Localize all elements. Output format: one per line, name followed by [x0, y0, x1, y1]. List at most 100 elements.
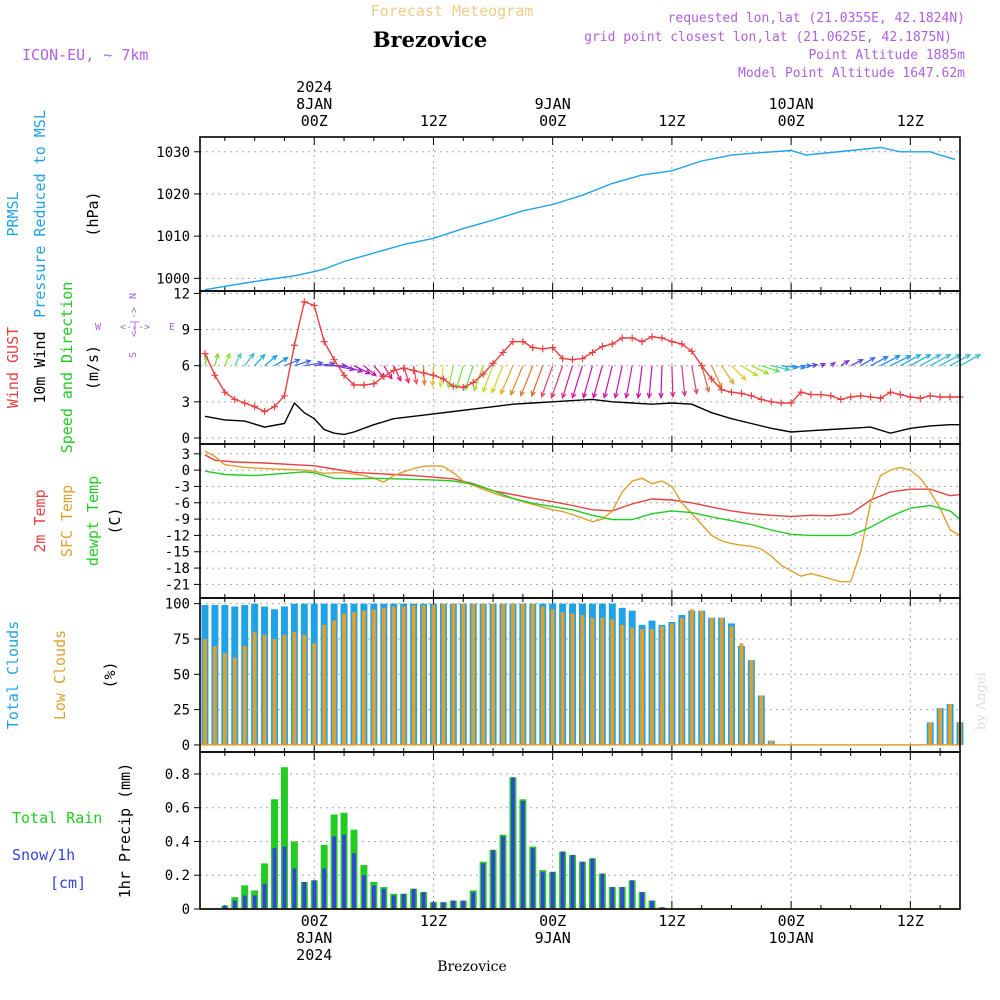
wind-arrow	[439, 365, 444, 387]
bar	[520, 603, 525, 745]
gust-marker	[509, 338, 517, 346]
wind-arrow-head	[491, 387, 497, 394]
bar	[222, 905, 227, 909]
bottom-time-label: 00Z	[539, 912, 566, 930]
panel-frame	[199, 136, 961, 292]
gust-marker	[747, 392, 755, 400]
bar	[948, 703, 952, 745]
wind-arrow	[510, 365, 524, 395]
bottom-time-label: 10JAN	[769, 929, 814, 947]
wind-arrow	[234, 353, 242, 366]
wind-arrow-head	[829, 361, 836, 368]
gust-marker	[261, 407, 269, 415]
bar	[699, 610, 704, 745]
bar	[401, 893, 406, 909]
wind-arrow-head	[670, 391, 676, 399]
gust-marker	[867, 393, 875, 401]
gust-marker	[847, 393, 855, 401]
y-tick-label: 0	[182, 902, 190, 918]
wind-arrow	[870, 356, 888, 367]
gust-marker	[420, 369, 428, 377]
gust-marker	[439, 375, 447, 383]
bar	[719, 617, 724, 745]
gust-marker	[569, 356, 577, 364]
wind-arrow-head	[530, 390, 536, 397]
wind-arrow	[741, 365, 758, 377]
gust-marker	[390, 367, 398, 375]
gust-marker	[211, 371, 219, 379]
panel-label: 1hr Precip (mm)	[116, 763, 134, 898]
wind-arrow-head	[236, 352, 242, 359]
bar	[242, 895, 247, 909]
wind-arrow	[531, 365, 544, 396]
y-tick-label: 1020	[156, 187, 190, 203]
bar	[322, 624, 327, 745]
wind-arrow	[731, 365, 746, 381]
y-tick-label: -15	[165, 545, 190, 561]
bar	[252, 631, 257, 745]
wind-arrow-head	[364, 369, 372, 375]
gust-marker	[628, 334, 636, 342]
wind-arrow-head	[387, 373, 393, 380]
top-time-label: 12Z	[420, 112, 447, 130]
gust-marker	[598, 342, 606, 350]
bar	[590, 858, 595, 909]
y-tick-label: 9	[182, 323, 190, 339]
panel-label: Speed and Direction	[58, 282, 76, 454]
bar	[352, 612, 356, 745]
wind-arrow-head	[429, 380, 436, 388]
bar	[441, 603, 446, 745]
wind-arrow-head	[581, 392, 588, 400]
bar	[282, 846, 287, 909]
bar	[560, 612, 565, 745]
wind-arrow	[214, 353, 219, 366]
wind-arrow	[603, 365, 613, 398]
gust-marker	[271, 403, 279, 411]
wind-arrow	[304, 362, 323, 367]
wind-arrow-head	[357, 367, 364, 373]
bar	[679, 617, 684, 745]
wind-arrow-head	[225, 352, 231, 359]
wind-arrow	[850, 359, 863, 367]
wind-arrow-head	[613, 392, 619, 400]
gust-marker	[797, 388, 805, 396]
gust-marker	[618, 334, 626, 342]
wind-arrow	[482, 365, 494, 392]
wind-arrow-head	[915, 354, 922, 360]
bottom-time-label: 9JAN	[535, 929, 571, 947]
bar	[312, 880, 317, 909]
compass-w: W	[95, 322, 102, 333]
wind-arrow-head	[812, 362, 819, 369]
bar	[759, 695, 764, 745]
bar	[481, 603, 486, 745]
y-tick-label: 0.6	[165, 801, 190, 817]
bar	[302, 881, 307, 909]
wind-arrow-head	[370, 370, 377, 377]
bar	[938, 708, 943, 745]
gust-marker	[479, 370, 487, 378]
wind-arrow-head	[404, 377, 411, 385]
series-line	[204, 450, 961, 583]
bar	[520, 800, 525, 909]
wind-arrow-head	[271, 354, 278, 361]
model-altitude: Model Point Altitude 1647.62m	[738, 66, 965, 81]
bar	[282, 634, 287, 745]
bar	[511, 777, 515, 909]
gust-marker	[767, 398, 775, 406]
wind-arrow	[264, 355, 277, 367]
gust-marker	[827, 392, 835, 400]
wind-arrow	[244, 353, 255, 367]
gust-marker	[449, 382, 457, 390]
gust-marker	[300, 298, 308, 306]
panel-frame	[199, 443, 961, 599]
wind-arrow	[592, 365, 603, 398]
wind-compass: N E S W <-|-><-|->	[95, 293, 175, 358]
bar	[292, 868, 297, 909]
top-time-label: 00Z	[539, 112, 566, 130]
bar	[749, 660, 754, 745]
gust-marker	[380, 373, 388, 381]
bar	[669, 623, 674, 745]
bar	[620, 887, 625, 909]
y-tick-label: 0.8	[165, 767, 190, 783]
bar	[431, 605, 436, 745]
